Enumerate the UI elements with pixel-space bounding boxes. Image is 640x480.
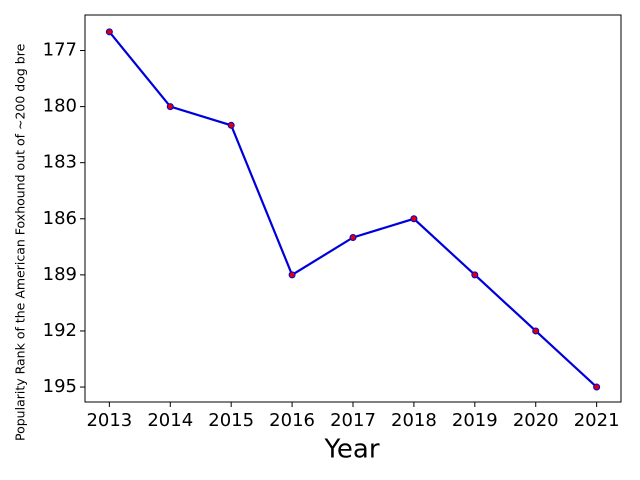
y-tick-label: 183 <box>43 152 77 173</box>
marker <box>288 271 296 279</box>
x-axis-label: Year <box>323 435 379 465</box>
marker <box>349 233 357 241</box>
x-tick-label: 2017 <box>330 410 376 431</box>
x-tick-label: 2018 <box>391 410 437 431</box>
marker <box>471 271 479 279</box>
marker <box>532 327 540 335</box>
marker <box>105 28 113 36</box>
x-tick-label: 2014 <box>147 410 193 431</box>
marker <box>166 103 174 111</box>
y-axis-label: Popularity Rank of the American Foxhound… <box>13 43 28 441</box>
y-tick-label: 189 <box>43 264 77 285</box>
x-tick-label: 2015 <box>208 410 254 431</box>
x-tick-label: 2013 <box>86 410 132 431</box>
y-tick-label: 192 <box>43 320 77 341</box>
plot-frame <box>84 14 622 403</box>
marker <box>593 383 601 391</box>
x-tick-label: 2021 <box>574 410 620 431</box>
marker <box>227 121 235 129</box>
x-tick-label: 2016 <box>269 410 315 431</box>
x-tick-label: 2020 <box>513 410 559 431</box>
x-tick-label: 2019 <box>452 410 498 431</box>
y-tick-label: 177 <box>43 40 77 61</box>
line <box>108 31 598 388</box>
y-tick-label: 180 <box>43 96 77 117</box>
y-tick-label: 186 <box>43 208 77 229</box>
marker <box>410 215 418 223</box>
y-tick-label: 195 <box>43 376 77 397</box>
